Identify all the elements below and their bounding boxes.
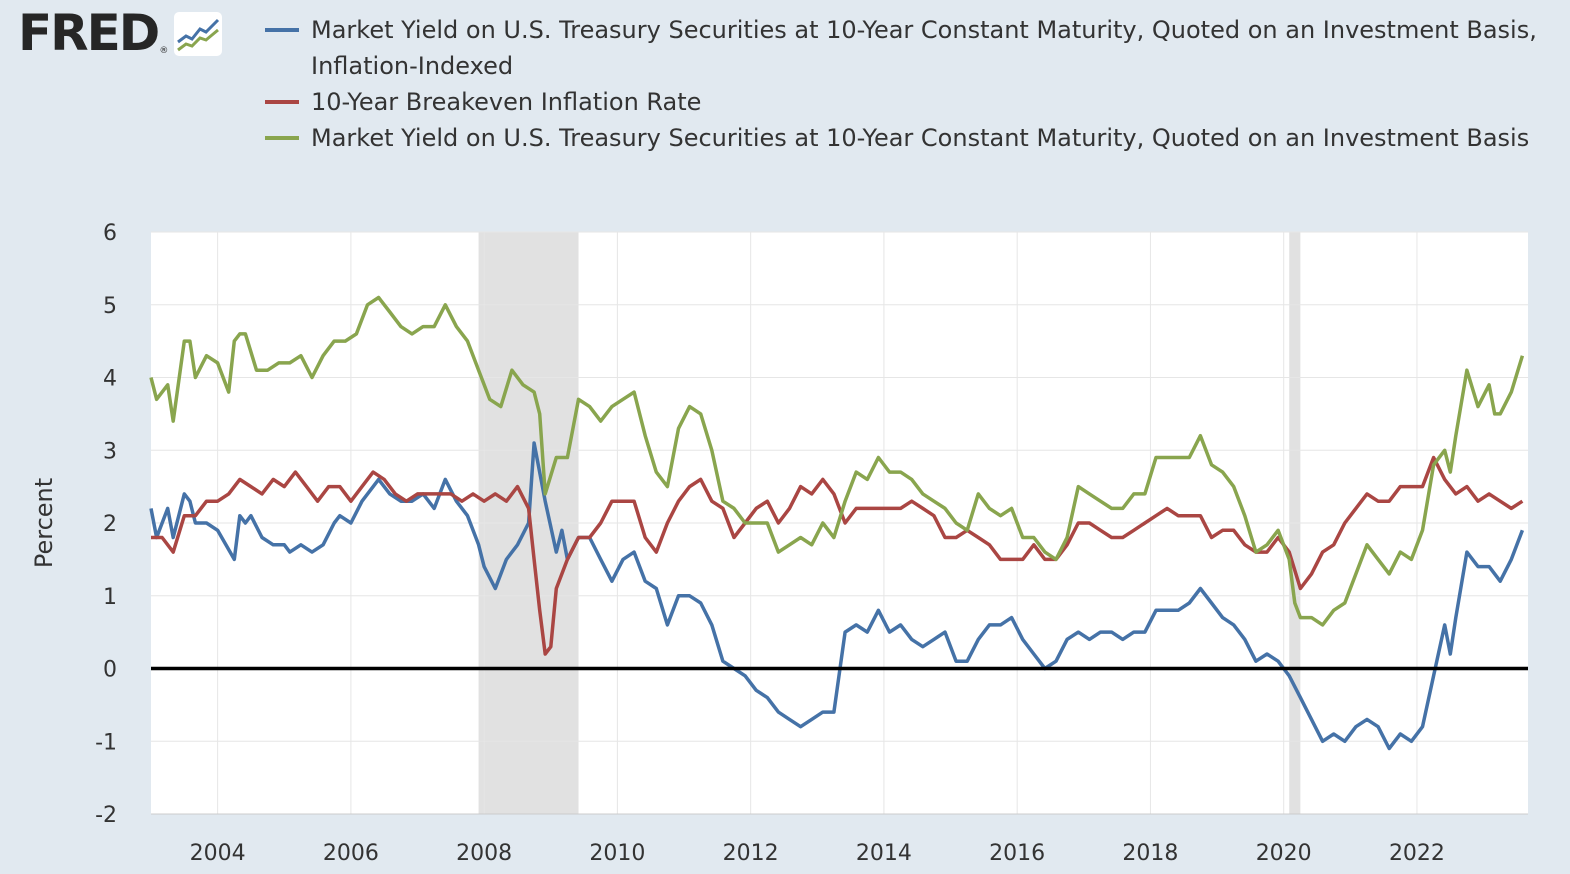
- y-tick-label: 0: [103, 658, 117, 683]
- y-tick-label: 1: [103, 585, 117, 610]
- chart-legend: Market Yield on U.S. Treasury Securities…: [265, 12, 1570, 156]
- fred-logo-text: FRED: [18, 4, 160, 62]
- x-tick-label: 2022: [1389, 841, 1445, 866]
- legend-swatch-nominal-yield: [265, 136, 299, 140]
- x-tick-label: 2014: [856, 841, 912, 866]
- legend-item-breakeven[interactable]: 10-Year Breakeven Inflation Rate: [265, 84, 1570, 120]
- y-axis-ticks: 6 5 4 3 2 1 0 -1 -2: [95, 221, 117, 828]
- legend-swatch-real-yield: [265, 28, 299, 32]
- y-tick-label: 5: [103, 294, 117, 319]
- legend-label-breakeven: 10-Year Breakeven Inflation Rate: [311, 88, 702, 116]
- fred-logo[interactable]: FRED ®: [18, 4, 223, 62]
- series-line-2: [149, 295, 1525, 627]
- registered-mark: ®: [159, 46, 169, 56]
- y-tick-label: 6: [103, 221, 117, 246]
- y-axis-title: Percent: [30, 478, 58, 568]
- x-tick-label: 2006: [323, 841, 379, 866]
- x-tick-label: 2018: [1122, 841, 1178, 866]
- x-tick-label: 2012: [723, 841, 779, 866]
- x-tick-label: 2020: [1256, 841, 1312, 866]
- legend-swatch-breakeven: [265, 100, 299, 104]
- x-tick-label: 2016: [989, 841, 1045, 866]
- y-tick-label: -1: [95, 730, 117, 755]
- y-tick-label: -2: [95, 803, 117, 828]
- legend-label-nominal-yield: Market Yield on U.S. Treasury Securities…: [311, 124, 1530, 152]
- y-tick-label: 3: [103, 439, 117, 464]
- x-tick-label: 2008: [456, 841, 512, 866]
- line-chart-icon: [174, 12, 223, 56]
- series-line-1: [151, 455, 1524, 656]
- legend-item-real-yield[interactable]: Market Yield on U.S. Treasury Securities…: [265, 12, 1570, 84]
- x-tick-label: 2010: [589, 841, 645, 866]
- x-tick-label: 2004: [190, 841, 246, 866]
- legend-label-real-yield: Market Yield on U.S. Treasury Securities…: [311, 16, 1537, 80]
- x-axis-ticks: 2004 2006 2008 2010 2012 2014 2016 2018 2020 2022: [190, 841, 1445, 866]
- y-tick-label: 2: [103, 512, 117, 537]
- series-line-0: [149, 441, 1525, 751]
- series-lines: [149, 295, 1528, 751]
- y-tick-label: 4: [103, 367, 117, 392]
- legend-item-nominal-yield[interactable]: Market Yield on U.S. Treasury Securities…: [265, 120, 1570, 156]
